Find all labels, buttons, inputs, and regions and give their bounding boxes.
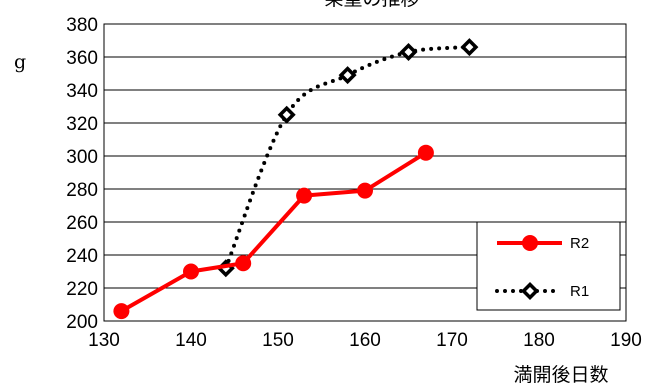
diamond-inner [404,48,413,57]
legend-label: R2 [570,235,589,252]
grid-lines [104,56,626,289]
legend-item-r2: R2 [497,235,589,252]
legend: R2 R1 [476,221,621,311]
y-tick-label: 360 [66,48,98,69]
y-tick-label: 220 [66,279,98,300]
x-tick-label: 130 [88,330,120,351]
x-tick-label: 180 [523,330,555,351]
x-axis-title: 満開後日数 [513,364,608,386]
series-line-r2 [120,151,427,313]
legend-box [476,221,621,311]
x-tick-labels: 130 140 150 160 170 180 190 [88,330,642,351]
diamond-inner [343,71,352,80]
y-tick-label: 200 [66,312,98,333]
data-point-r2 [183,263,199,280]
y-tick-label: 320 [66,114,98,135]
data-point-r2 [113,303,130,320]
data-point-r1 [277,105,296,124]
diamond-inner [282,110,291,119]
data-point-r1 [338,66,357,85]
diamond-inner [465,43,474,52]
data-point-r1 [521,282,539,300]
data-point-r2 [522,235,538,251]
y-axis-unit: g [14,51,26,73]
series-layer [113,38,479,320]
y-tick-label: 260 [66,213,98,234]
legend-label: R1 [570,283,589,300]
series-r2 [113,144,434,320]
x-tick-label: 170 [436,330,468,351]
x-tick-label: 150 [262,330,294,351]
data-point-r1 [399,43,418,62]
x-tick-label: 190 [610,330,642,351]
y-tick-labels: 200 220 240 260 280 300 320 340 360 380 [66,15,98,333]
y-tick-label: 300 [66,147,98,168]
x-tick-label: 160 [349,330,381,351]
x-tick-label: 140 [175,330,207,351]
chart-title: 果重の推移 [324,0,419,10]
data-point-r1 [460,38,479,57]
series-line-r1 [223,45,472,271]
data-point-r2 [357,182,373,199]
y-tick-label: 280 [66,180,98,201]
series-r1 [216,38,479,278]
y-tick-label: 340 [66,81,98,102]
data-point-r2 [235,255,252,272]
plot-area [103,23,627,322]
y-tick-label: 240 [66,246,98,267]
data-point-r2 [417,144,434,161]
legend-item-r1: R1 [495,282,589,300]
diamond-inner [526,287,534,295]
data-point-r2 [296,187,313,204]
y-tick-label: 380 [66,15,98,36]
